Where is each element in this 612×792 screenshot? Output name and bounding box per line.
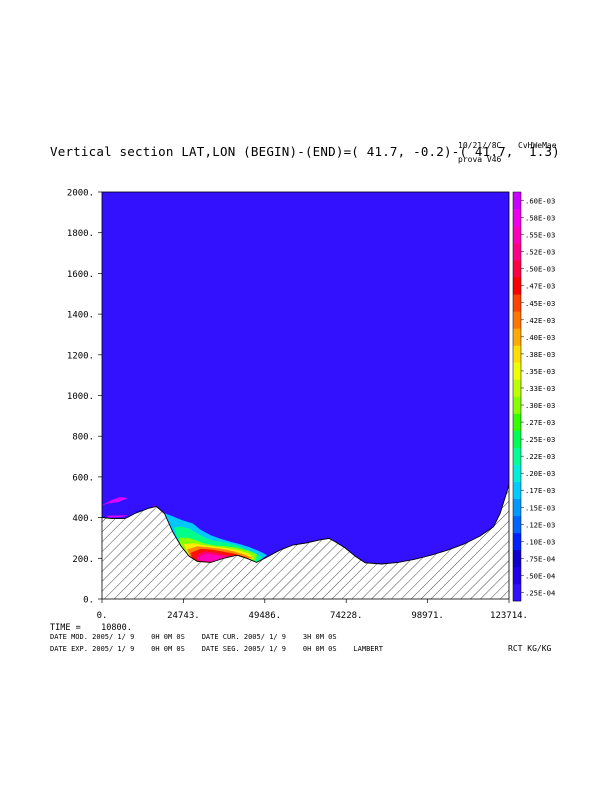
colorbar-swatch: [513, 583, 521, 602]
colorbar-swatch: [513, 192, 521, 210]
model-id: CvHWeMae: [518, 141, 557, 150]
colorbar-swatch: [513, 345, 521, 363]
colorbar-swatch: [513, 413, 521, 431]
x-tick-label: 123714.: [490, 611, 528, 621]
colorbar-label: .58E-03: [525, 214, 555, 223]
plot-title: Vertical section LAT,LON (BEGIN)-(END)=(…: [50, 144, 560, 159]
y-tick-label: 1600.: [67, 270, 94, 280]
contour-region-2: [105, 515, 127, 518]
terrain-hatch: [102, 485, 509, 599]
colorbar-swatch: [513, 498, 521, 517]
colorbar-swatch: [513, 277, 521, 295]
y-tick-label: 600.: [72, 473, 94, 483]
x-tick-label: 24743.: [167, 611, 200, 621]
run-date: 10/21//8C: [458, 141, 502, 150]
colorbar-swatch: [513, 379, 521, 397]
units-label: RCT KG/KG: [508, 644, 552, 653]
colorbar-label: .33E-03: [525, 384, 555, 393]
colorbar-swatch: [513, 464, 521, 483]
time-readout: TIME = 10800.: [50, 623, 132, 633]
colorbar-label: .75E-04: [525, 554, 555, 563]
y-tick-label: 1400.: [67, 311, 94, 321]
colorbar-label: .35E-03: [525, 367, 555, 376]
y-tick-label: 2000.: [67, 189, 94, 199]
colorbar-swatch: [513, 549, 521, 568]
x-tick-label: 0.: [97, 611, 108, 621]
colorbar-swatch: [513, 311, 521, 329]
colorbar-swatch: [513, 362, 521, 380]
colorbar-label: .45E-03: [525, 299, 555, 308]
x-tick-label: 49486.: [249, 611, 282, 621]
colorbar-label: .27E-03: [525, 418, 555, 427]
colorbar-label: .52E-03: [525, 248, 555, 257]
colorbar-label: .50E-04: [525, 571, 555, 580]
colorbar-label: .60E-03: [525, 197, 555, 206]
colorbar-swatch: [513, 226, 521, 244]
y-tick-label: 1800.: [67, 229, 94, 239]
colorbar-swatch: [513, 430, 521, 448]
y-tick-label: 200.: [72, 555, 94, 565]
colorbar-swatch: [513, 532, 521, 551]
colorbar-label: .50E-03: [525, 265, 555, 274]
colorbar-label: .10E-03: [525, 537, 555, 546]
colorbar-label: .40E-03: [525, 333, 555, 342]
y-tick-label: 1200.: [67, 351, 94, 361]
colorbar-label: .30E-03: [525, 401, 555, 410]
colorbar-swatch: [513, 447, 521, 465]
colorbar-swatch: [513, 328, 521, 346]
terrain-outline: [102, 484, 509, 565]
colorbar-swatch: [513, 396, 521, 414]
date-line-exp-seg: DATE EXP. 2005/ 1/ 9 0H 0M 0S DATE SEG. …: [50, 645, 383, 653]
date-line-mod-cur: DATE MOD. 2005/ 1/ 9 0H 0M 0S DATE CUR. …: [50, 633, 337, 641]
colorbar-swatch: [513, 515, 521, 534]
colorbar-label: .25E-03: [525, 435, 555, 444]
x-tick-label: 74228.: [330, 611, 363, 621]
y-tick-label: 0.: [83, 596, 94, 606]
colorbar-label: .22E-03: [525, 452, 555, 461]
colorbar-label: .12E-03: [525, 520, 555, 529]
colorbar-swatch: [513, 209, 521, 227]
colorbar-label: .25E-04: [525, 588, 555, 597]
x-tick-label: 98971.: [411, 611, 444, 621]
colorbar-label: .20E-03: [525, 469, 555, 478]
colorbar-label: .55E-03: [525, 231, 555, 240]
colorbar-label: .38E-03: [525, 350, 555, 359]
colorbar-frame: [512, 191, 522, 602]
colorbar-label: .17E-03: [525, 486, 555, 495]
contour-region-0: [102, 496, 128, 506]
colorbar-label: .47E-03: [525, 282, 555, 291]
y-tick-label: 400.: [72, 514, 94, 524]
colorbar-swatch: [513, 566, 521, 585]
run-name: prova V46: [458, 155, 502, 164]
colorbar-swatch: [513, 260, 521, 278]
colorbar-label: .15E-03: [525, 503, 555, 512]
colorbar-label: .42E-03: [525, 316, 555, 325]
colorbar-swatch: [513, 243, 521, 261]
y-tick-label: 1000.: [67, 392, 94, 402]
y-tick-label: 800.: [72, 433, 94, 443]
colorbar-swatch: [513, 294, 521, 312]
colorbar-swatch: [513, 481, 521, 500]
